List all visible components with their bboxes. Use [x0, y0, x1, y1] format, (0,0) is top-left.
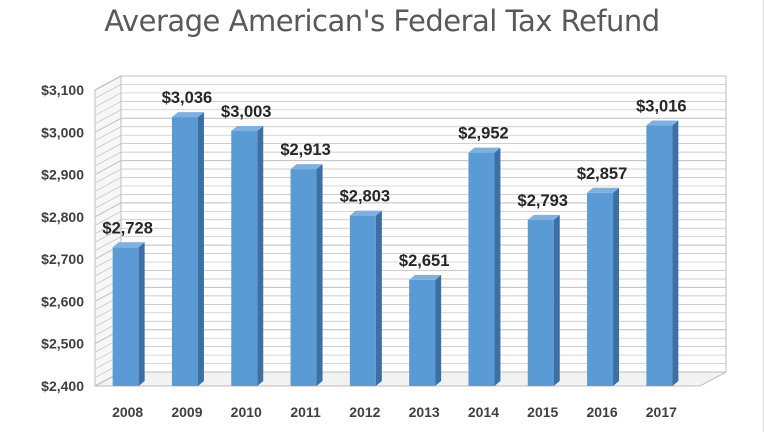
bar	[409, 274, 442, 386]
bar-top	[527, 214, 560, 220]
x-tick-label: 2015	[527, 404, 558, 420]
gridline-side	[94, 151, 122, 167]
chart-title: Average American's Federal Tax Refund	[104, 4, 660, 38]
bar-top	[171, 112, 204, 118]
bar-side	[138, 242, 145, 386]
gridline-side	[94, 168, 122, 184]
x-tick-label: 2016	[586, 404, 617, 420]
bar-front	[112, 247, 139, 386]
bar	[171, 112, 204, 386]
gridline-side	[94, 117, 122, 133]
gridline-side	[94, 75, 122, 91]
data-label: $2,857	[577, 165, 627, 183]
bar-top	[409, 274, 442, 280]
data-label: $2,793	[518, 192, 568, 210]
gridline-side	[94, 143, 122, 158]
y-axis: $2,400 $2,500 $2,600 $2,700 $2,800 $2,900 $3,0…	[41, 82, 84, 394]
gridline-side	[94, 227, 122, 243]
x-tick-label: 2011	[290, 404, 321, 420]
bar-top	[646, 120, 679, 126]
y-tick-label: $2,600	[41, 293, 84, 309]
bar-side	[375, 210, 382, 386]
bar-front	[409, 279, 436, 386]
y-tick-label: $2,400	[41, 378, 84, 394]
gridline-side	[94, 211, 122, 226]
gridline-side	[94, 160, 122, 176]
bar-side	[553, 214, 560, 386]
data-label: $2,952	[458, 125, 508, 143]
bar-side	[197, 112, 204, 386]
bar-side	[494, 147, 501, 386]
bar-top	[349, 210, 382, 216]
bar	[646, 120, 679, 387]
gridline-side	[94, 185, 122, 201]
gridline-side	[94, 177, 122, 192]
bar	[231, 126, 264, 386]
gridline-side	[94, 84, 122, 99]
data-label: $3,036	[162, 89, 212, 107]
bar-front	[231, 131, 258, 386]
gridline-side	[94, 126, 122, 142]
gridline-side	[94, 194, 122, 209]
bar-side	[316, 164, 323, 386]
bar	[112, 242, 145, 386]
bar-side	[257, 126, 264, 386]
gridline-side	[94, 219, 122, 235]
gridline-side	[94, 236, 122, 251]
bar-side	[672, 120, 679, 387]
data-label: $2,651	[399, 252, 449, 270]
bar-side	[435, 274, 442, 386]
x-tick-label: 2010	[231, 404, 262, 420]
bar-top	[468, 147, 501, 153]
data-label: $2,913	[280, 141, 330, 159]
bars	[112, 112, 679, 387]
data-label: $3,003	[221, 103, 271, 121]
bar-side	[613, 187, 620, 386]
bar	[527, 214, 560, 386]
y-tick-label: $2,900	[41, 167, 84, 183]
bar-front	[171, 117, 198, 386]
y-tick-label: $2,500	[41, 336, 84, 352]
x-axis: 2008 2009 2010 2011 2012 2013 2014 2015 2016 2017	[112, 404, 677, 420]
gridline-side	[94, 134, 122, 150]
bar-top	[231, 126, 264, 132]
data-label: $2,728	[102, 219, 152, 237]
x-tick-label: 2012	[349, 404, 380, 420]
y-tick-label: $3,000	[41, 124, 84, 140]
bar-front	[349, 215, 376, 386]
data-label: $2,803	[340, 188, 390, 206]
bar-front	[468, 152, 495, 386]
bar-top	[112, 242, 145, 248]
y-tick-label: $2,700	[41, 251, 84, 267]
bar-front	[527, 219, 554, 386]
bar	[290, 164, 323, 386]
bar-top	[587, 187, 620, 193]
bar-top	[290, 164, 323, 170]
data-label: $3,016	[636, 98, 686, 116]
bar-front	[290, 169, 317, 386]
gridline-side	[94, 92, 122, 108]
x-tick-label: 2017	[646, 404, 677, 420]
y-tick-label: $3,100	[41, 82, 84, 98]
bar	[468, 147, 501, 386]
x-tick-label: 2014	[468, 404, 499, 420]
x-tick-label: 2013	[409, 404, 440, 420]
bar	[587, 187, 620, 386]
gridline-side	[94, 202, 122, 218]
x-tick-label: 2009	[171, 404, 202, 420]
bar-front	[646, 125, 673, 387]
y-tick-label: $2,800	[41, 209, 84, 225]
gridline-side	[94, 101, 122, 116]
bar	[349, 210, 382, 386]
x-tick-label: 2008	[112, 404, 143, 420]
data-labels: $2,728 $3,036 $3,003 $2,913 $2,803 $2,651 $2,9…	[102, 89, 686, 270]
gridline-side	[94, 109, 122, 125]
bar-front	[587, 192, 614, 386]
